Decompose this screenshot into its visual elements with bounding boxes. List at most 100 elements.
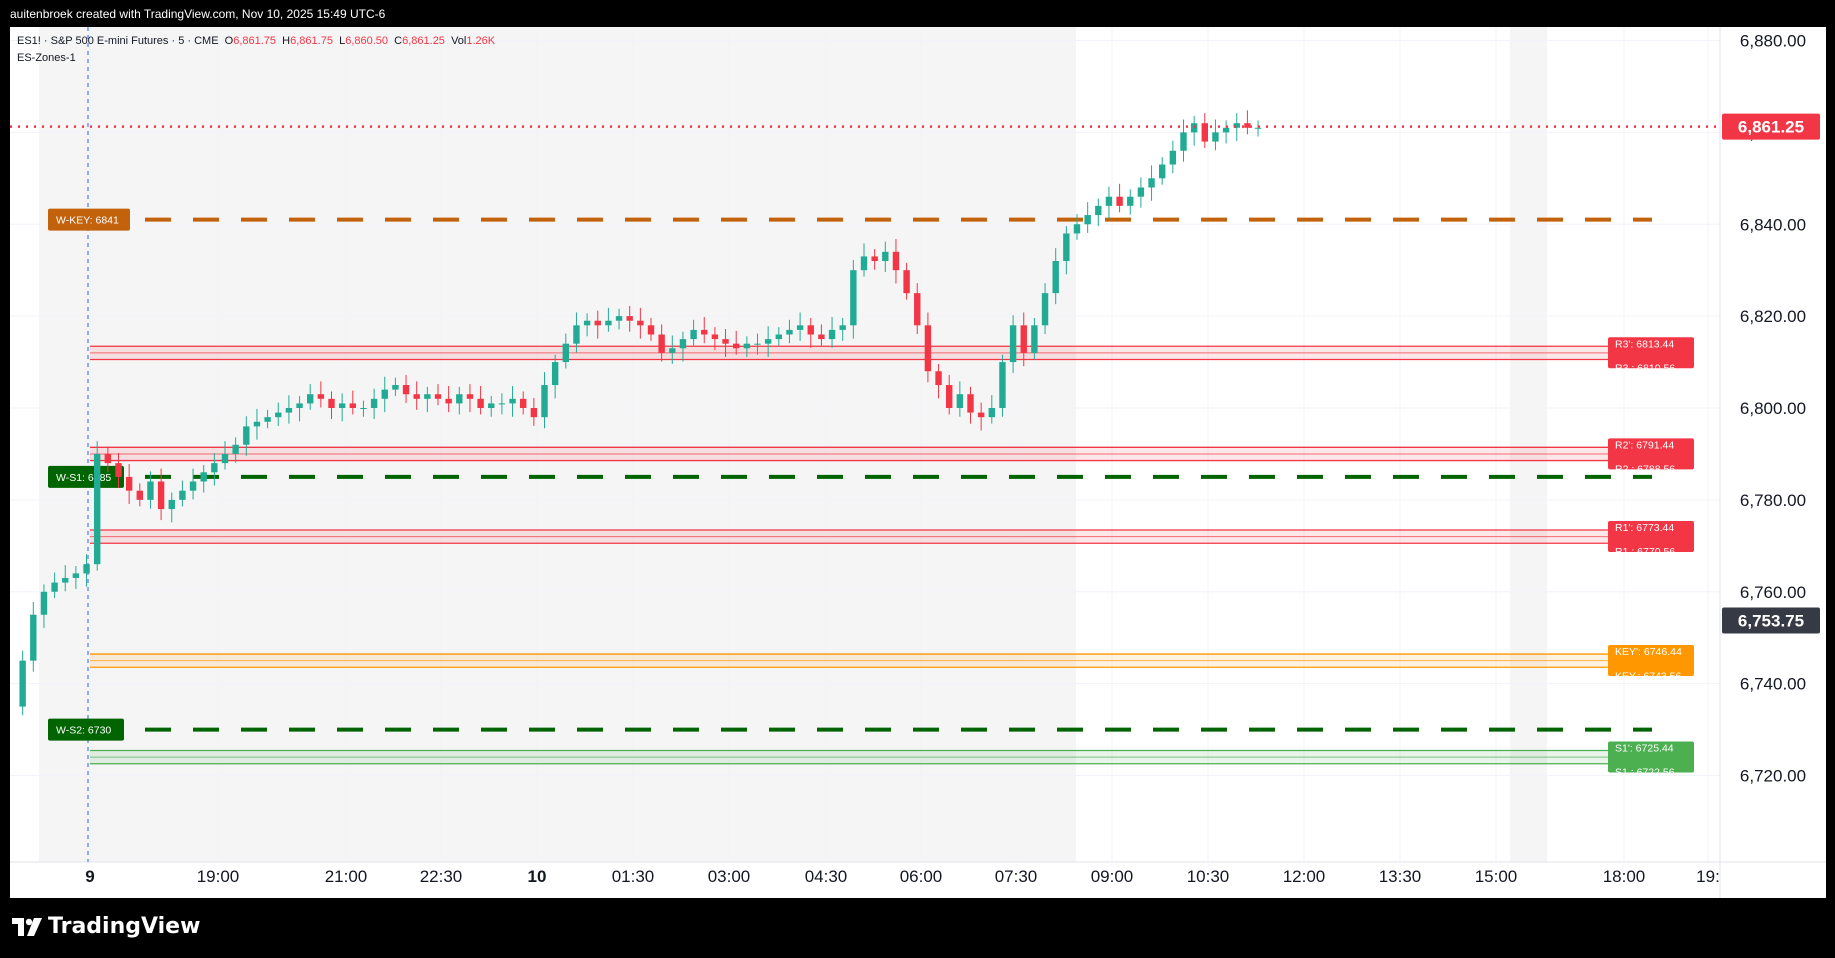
candle-body	[818, 334, 825, 340]
candle-body	[871, 256, 878, 261]
candle-body	[594, 320, 601, 326]
candle-body	[307, 394, 314, 404]
attribution-text: auitenbroek created with TradingView.com…	[10, 7, 386, 21]
candle-body	[72, 573, 80, 578]
candle-body	[1169, 150, 1177, 165]
candle-body	[275, 412, 282, 418]
time-axis-tick: 19:	[1696, 867, 1720, 886]
price-chart[interactable]: R3': 6813.44 R3.: 6810.56 R2': 6791.44 R2.:…	[0, 0, 1835, 898]
crosshair-badge-bg	[1722, 607, 1820, 634]
zone-label-bg	[1608, 438, 1694, 470]
candle-body	[381, 389, 388, 399]
weekly-level-label-w-s2: W-S2: 6730	[48, 718, 124, 741]
candle-body	[1180, 132, 1187, 151]
candle-body	[157, 481, 165, 510]
legend-low-value: 6,860.50	[345, 35, 389, 47]
candle-body	[424, 394, 431, 399]
candle-body	[232, 444, 239, 454]
candle-body	[477, 398, 484, 408]
zone-lower-label: R2.: 6788.56	[1615, 464, 1675, 476]
candle-body	[935, 371, 942, 386]
tradingview-logo[interactable]: TradingView	[12, 914, 200, 939]
price-axis-tick: 6,880.00	[1740, 32, 1806, 51]
zone-label-bg	[1608, 521, 1694, 553]
zone-label-r1: R1': 6773.44 R1.: 6770.56	[1608, 521, 1694, 558]
candle-body	[264, 417, 271, 422]
tradingview-logo-text: TradingView	[48, 914, 201, 939]
zone-label-bg	[1608, 645, 1694, 677]
candle-body	[754, 343, 761, 345]
time-axis-tick: 22:30	[420, 867, 463, 886]
candle-body	[626, 316, 633, 321]
candle-body	[988, 408, 995, 418]
candle-body	[892, 251, 900, 271]
time-axis-tick: 03:00	[708, 867, 751, 886]
candle-body	[828, 329, 836, 340]
time-axis-tick: 01:30	[612, 867, 655, 886]
candle-body	[402, 385, 410, 395]
candle-body	[967, 394, 974, 413]
time-axis-tick: 04:30	[805, 867, 848, 886]
candle-body	[701, 329, 708, 335]
zone-lower-label: R3.: 6810.56	[1615, 362, 1675, 374]
zone-label-r3: R3': 6813.44 R3.: 6810.56	[1608, 337, 1694, 374]
zone-lower-label: KEY.: 6743.56	[1615, 670, 1682, 682]
candle-body	[328, 398, 335, 408]
candle-body	[605, 320, 612, 326]
candle-body	[647, 325, 655, 335]
time-axis-tick: 21:00	[325, 867, 368, 886]
legend-indicator[interactable]: ES-Zones-1	[17, 52, 76, 64]
candle-body	[488, 403, 495, 408]
chart-legend: ES1! · S&P 500 E-mini Futures · 5 · CME …	[17, 33, 495, 67]
time-axis-tick: 9	[85, 867, 94, 886]
legend-volume-value: 1.26K	[466, 35, 496, 47]
legend-symbol[interactable]: ES1! · S&P 500 E-mini Futures · 5 · CME	[17, 35, 219, 47]
crosshair-badge-text: 6,753.75	[1738, 611, 1804, 630]
candle-body	[775, 334, 782, 340]
candle-body	[200, 472, 207, 482]
candle-body	[19, 660, 26, 707]
candle-body	[83, 564, 90, 574]
candle-body	[679, 339, 687, 349]
time-axis-tick: 10:30	[1187, 867, 1230, 886]
candle-body	[690, 329, 697, 340]
candle-body	[168, 499, 175, 510]
candle-body	[51, 582, 58, 592]
price-axis-tick: 6,740.00	[1740, 675, 1806, 694]
candle-body	[882, 251, 889, 261]
candle-body	[946, 385, 953, 408]
candle-body	[1041, 293, 1049, 326]
zone-lower-label: R1.: 6770.56	[1615, 546, 1675, 558]
candle-body	[562, 343, 569, 363]
candle-body	[743, 343, 751, 349]
candle-body	[221, 453, 229, 464]
price-axis-tick: 6,720.00	[1740, 767, 1806, 786]
candle-body	[1244, 123, 1251, 128]
candle-body	[370, 398, 378, 408]
candle-body	[1031, 325, 1038, 353]
legend-open-value: 6,861.75	[233, 35, 277, 47]
candle-body	[637, 320, 644, 326]
footer-bar	[0, 898, 1835, 958]
candle-body	[498, 403, 506, 405]
weekly-level-label-w-s1: W-S1: 6785	[48, 465, 124, 488]
time-axis-tick: 09:00	[1091, 867, 1134, 886]
candle-body	[1105, 196, 1113, 206]
session-shade-overnight	[39, 27, 1076, 862]
candle-body	[189, 481, 197, 491]
candle-body	[125, 476, 133, 491]
candle-body	[1084, 215, 1091, 225]
candle-body	[764, 339, 772, 344]
candle-body	[903, 270, 910, 294]
price-axis-tick: 6,840.00	[1740, 215, 1806, 234]
candle-body	[392, 385, 399, 390]
candle-body	[1148, 178, 1155, 188]
legend-vol-label: Vol	[451, 35, 467, 47]
candle-body	[530, 408, 538, 418]
zone-upper-label: KEY': 6746.44	[1615, 646, 1682, 658]
candle-body	[924, 325, 932, 372]
candle-body	[243, 426, 250, 445]
price-axis-tick: 6,800.00	[1740, 399, 1806, 418]
weekly-label-bg	[48, 208, 130, 231]
candle-body	[1063, 233, 1070, 261]
